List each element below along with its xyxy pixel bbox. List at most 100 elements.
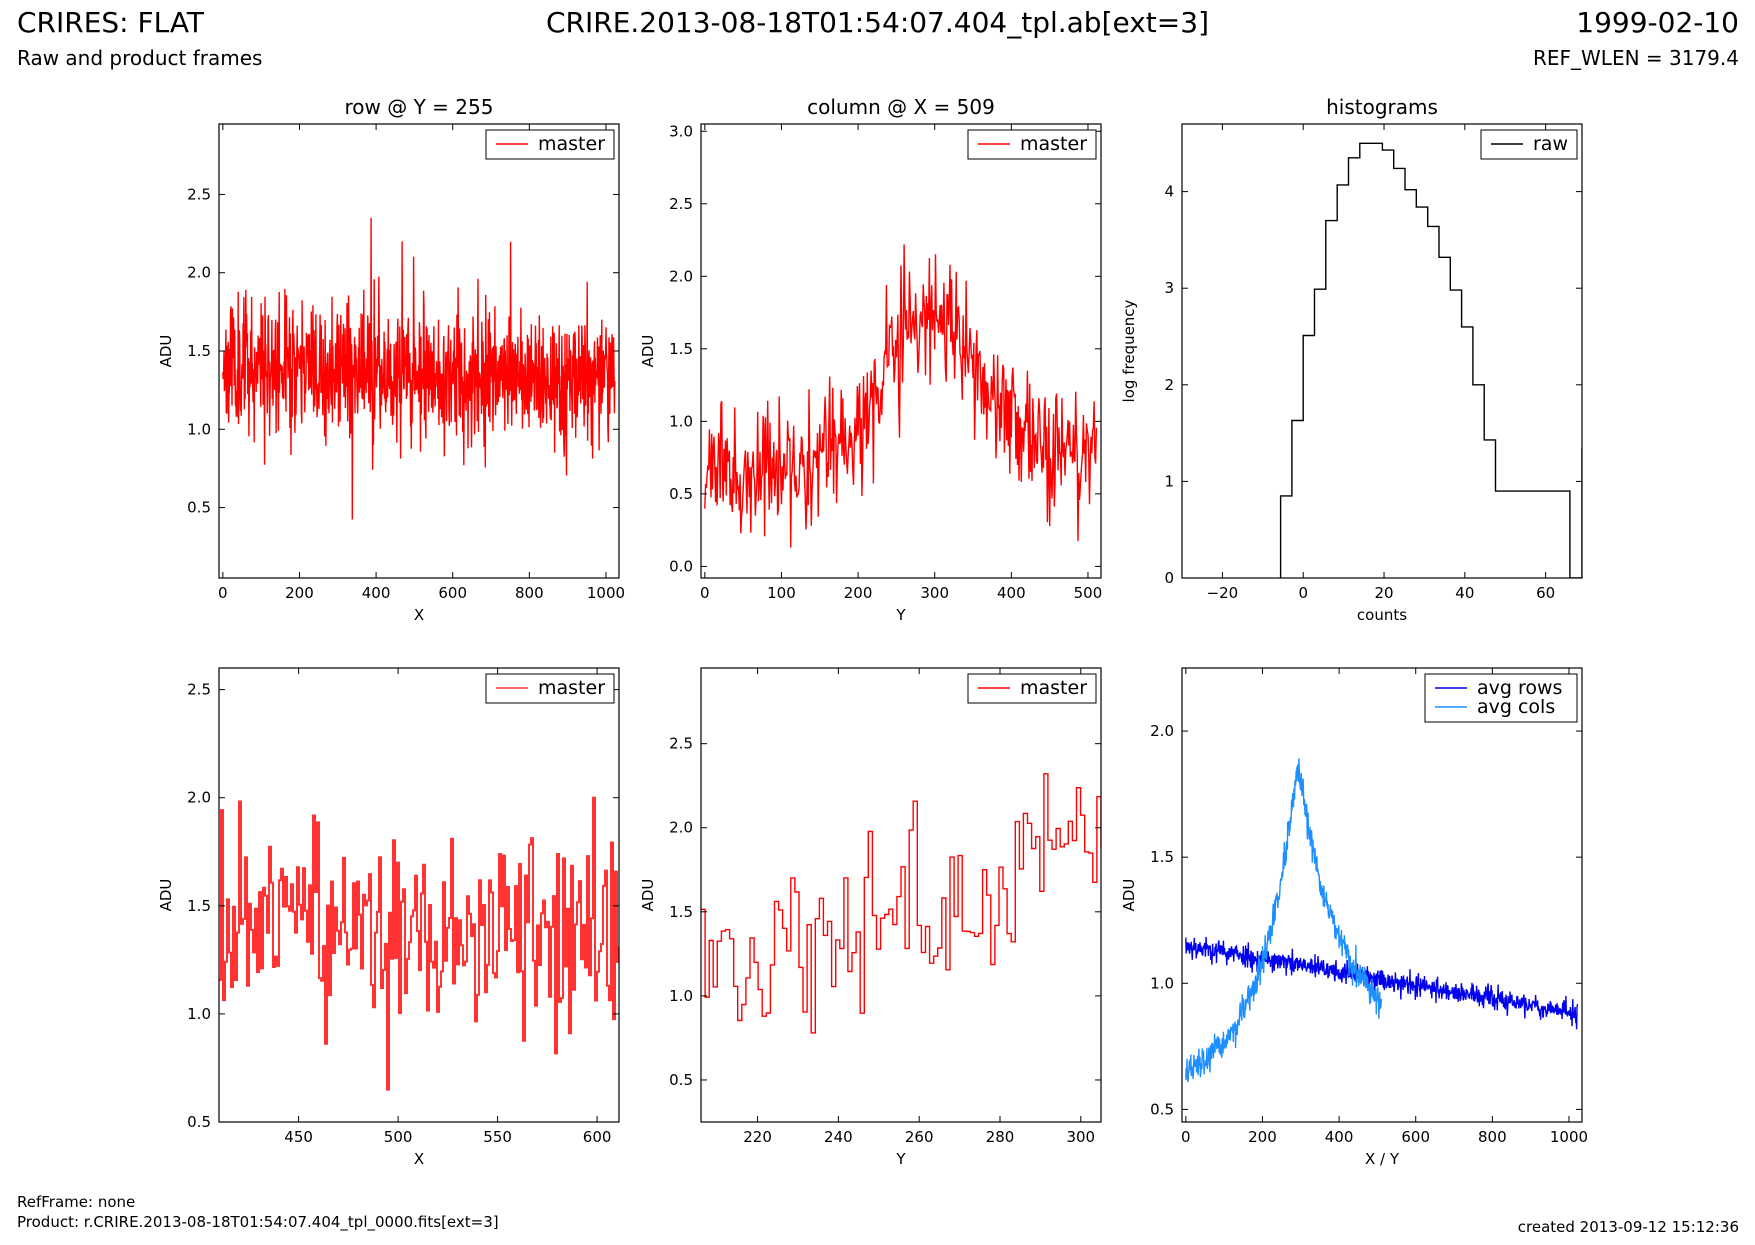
- product-file: Product: r.CRIRE.2013-08-18T01:54:07.404…: [17, 1213, 499, 1231]
- chart-averages: 0 200 400 600 800 1000 0.5 1.0 1.5 2.0 X / Y ADU avg…: [1120, 667, 1588, 1168]
- x-tick-label: 0: [1298, 584, 1308, 602]
- y-tick-label: 2: [1164, 376, 1174, 394]
- y-tick-label: 1: [1164, 472, 1174, 490]
- x-axis-label: X: [414, 606, 424, 624]
- y-tick-label: 2.5: [669, 195, 693, 213]
- x-axis-label: X: [414, 1150, 424, 1168]
- observation-date: 1999-02-10: [1576, 6, 1739, 39]
- x-tick-label: 600: [438, 584, 467, 602]
- series-master: [219, 796, 619, 1091]
- x-tick-label: 1000: [1550, 1128, 1588, 1146]
- x-axis-label: Y: [895, 1150, 906, 1168]
- x-tick-label: 60: [1536, 584, 1555, 602]
- x-axis-label: counts: [1357, 606, 1407, 624]
- plot-frame: [700, 123, 1102, 579]
- x-tick-label: 0: [1181, 1128, 1191, 1146]
- legend: master: [967, 673, 1097, 704]
- y-tick-label: 0.5: [187, 499, 211, 517]
- y-tick-label: 1.5: [669, 903, 693, 921]
- chart-column-zoom: 220 240 260 280 300 0.5 1.0 1.5 2.0 2.5 Y ADU master: [639, 667, 1102, 1168]
- plot-frame: [700, 667, 1102, 1123]
- legend: raw: [1480, 129, 1578, 160]
- y-tick-label: 0.5: [669, 1071, 693, 1089]
- y-tick-label: 3: [1164, 279, 1174, 297]
- y-axis-label: ADU: [1120, 879, 1138, 912]
- chart-row-zoom: 450 500 550 600 0.5 1.0 1.5 2.0 2.5 X ADU master: [157, 667, 620, 1168]
- x-tick-label: 1000: [587, 584, 625, 602]
- y-axis-label: ADU: [157, 335, 175, 368]
- y-tick-label: 1.0: [669, 412, 693, 430]
- series-master: [704, 244, 1098, 548]
- x-tick-label: 100: [767, 584, 796, 602]
- y-axis-label: log frequency: [1120, 299, 1138, 402]
- x-tick-label: 40: [1455, 584, 1474, 602]
- legend-label: avg rows: [1477, 677, 1562, 699]
- y-axis-label: ADU: [639, 879, 657, 912]
- x-tick-label: 550: [483, 1128, 512, 1146]
- y-tick-label: 2.0: [187, 264, 211, 282]
- y-tick-label: 0: [1164, 569, 1174, 587]
- legend-label: master: [538, 677, 605, 699]
- y-tick-label: 2.0: [669, 267, 693, 285]
- legend-label: master: [1020, 677, 1087, 699]
- chart-histogram: −20 0 20 40 60 0 1 2 3 4 counts log frequency histog…: [1120, 95, 1583, 624]
- x-tick-label: 500: [1074, 584, 1103, 602]
- legend-label: master: [538, 133, 605, 155]
- x-tick-label: 200: [1248, 1128, 1277, 1146]
- x-tick-label: 260: [905, 1128, 934, 1146]
- x-tick-label: 400: [997, 584, 1026, 602]
- x-tick-label: 800: [515, 584, 544, 602]
- y-tick-label: 1.0: [187, 1005, 211, 1023]
- y-tick-label: 0.0: [669, 557, 693, 575]
- legend: master: [485, 673, 615, 704]
- x-tick-label: 0: [218, 584, 228, 602]
- x-tick-label: 200: [844, 584, 873, 602]
- y-tick-label: 1.5: [187, 342, 211, 360]
- x-tick-label: −20: [1207, 584, 1239, 602]
- y-tick-label: 4: [1164, 183, 1174, 201]
- x-tick-label: 600: [1401, 1128, 1430, 1146]
- y-tick-label: 3.0: [669, 122, 693, 140]
- x-tick-label: 0: [700, 584, 710, 602]
- y-tick-label: 1.0: [1150, 974, 1174, 992]
- chart-title: column @ X = 509: [807, 95, 995, 119]
- legend-label: raw: [1533, 133, 1568, 155]
- legend-label: avg cols: [1477, 696, 1555, 718]
- x-tick-label: 200: [285, 584, 314, 602]
- x-tick-label: 400: [1325, 1128, 1354, 1146]
- created-timestamp: created 2013-09-12 15:12:36: [1517, 1218, 1739, 1236]
- y-tick-label: 0.5: [1150, 1100, 1174, 1118]
- series-avg-cols: [1185, 758, 1383, 1083]
- plot-frame: [1181, 667, 1583, 1123]
- x-tick-label: 800: [1478, 1128, 1507, 1146]
- ref-frame: RefFrame: none: [17, 1193, 136, 1211]
- y-axis-label: ADU: [157, 879, 175, 912]
- series-raw: [1279, 142, 1582, 578]
- chart-title: row @ Y = 255: [345, 95, 494, 119]
- legend: master: [967, 129, 1097, 160]
- y-tick-label: 2.0: [187, 789, 211, 807]
- x-tick-label: 400: [362, 584, 391, 602]
- legend: master: [485, 129, 615, 160]
- x-tick-label: 500: [384, 1128, 413, 1146]
- x-tick-label: 240: [824, 1128, 853, 1146]
- y-tick-label: 0.5: [669, 485, 693, 503]
- y-tick-label: 2.5: [187, 185, 211, 203]
- y-tick-label: 1.0: [187, 420, 211, 438]
- x-tick-label: 600: [583, 1128, 612, 1146]
- y-tick-label: 2.5: [669, 735, 693, 753]
- series-master: [701, 773, 1101, 1034]
- chart-row: 0 200 400 600 800 1000 0.5 1.0 1.5 2.0 2.5 X ADU row …: [157, 95, 625, 624]
- plot-frame: [1181, 123, 1583, 579]
- series-master: [222, 217, 616, 520]
- x-tick-label: 280: [986, 1128, 1015, 1146]
- y-tick-label: 1.5: [187, 897, 211, 915]
- x-tick-label: 450: [284, 1128, 313, 1146]
- y-tick-label: 1.5: [669, 340, 693, 358]
- y-tick-label: 1.0: [669, 987, 693, 1005]
- x-axis-label: Y: [895, 606, 906, 624]
- series-avg-rows: [1185, 936, 1579, 1030]
- chart-column: 0 100 200 300 400 500 0.0 0.5 1.0 1.5 2.0 2.5 3.0 Y AD…: [639, 95, 1102, 624]
- x-tick-label: 300: [920, 584, 949, 602]
